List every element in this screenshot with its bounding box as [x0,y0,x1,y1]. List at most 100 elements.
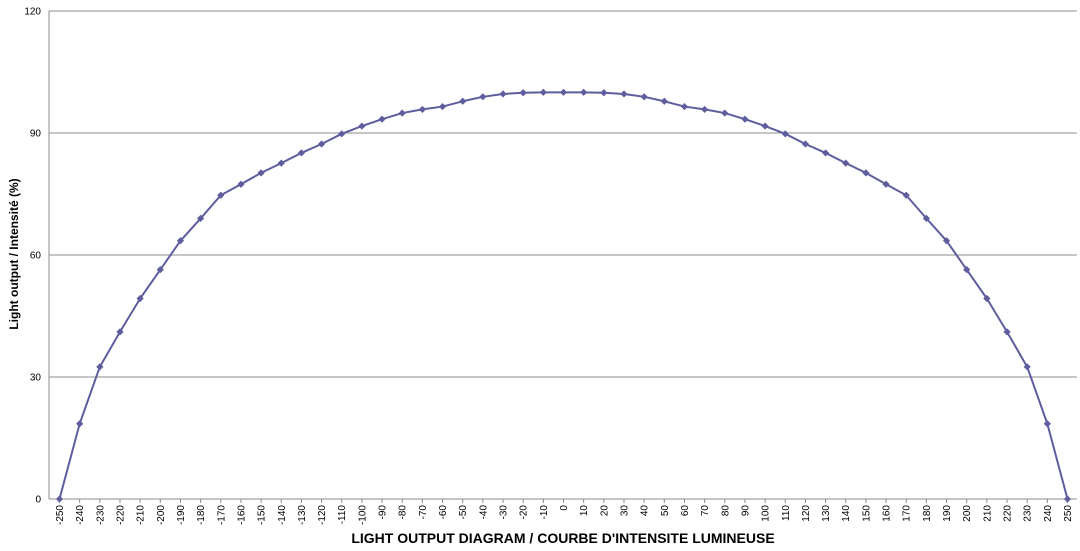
data-point [519,89,527,97]
x-tick-label: -180 [196,505,207,525]
data-point [317,140,326,148]
data-point [257,169,265,177]
data-point [338,130,346,138]
x-tick-label: 240 [1043,505,1054,522]
x-tick-label: -90 [378,505,389,520]
x-tick-label: 190 [942,505,953,522]
data-point [842,159,850,167]
x-tick-label: -80 [398,505,409,520]
x-tick-label: 140 [841,505,852,522]
x-tick-label: -150 [257,505,268,525]
data-point [96,363,104,371]
x-tick-label: 230 [1023,505,1034,522]
x-tick-label: -210 [136,505,147,525]
y-tick-label: 90 [30,129,42,140]
data-point [539,88,547,96]
x-tick-label: 200 [962,505,973,522]
series-layer [55,88,1072,503]
data-point [358,122,366,130]
data-point [580,88,588,96]
data-point [721,109,729,117]
x-tick-label: 220 [1003,505,1014,522]
data-point [418,105,426,114]
x-tick-label: -20 [519,505,530,520]
data-point [438,102,447,111]
data-point [620,90,628,98]
x-tick-label: 30 [619,505,630,517]
x-tick-label: 80 [720,505,731,517]
data-point [922,214,930,222]
x-tick-label: 150 [861,505,872,522]
data-point [983,294,991,303]
data-point [217,191,225,199]
x-tick-label: 0 [559,505,570,511]
x-tick-label: -240 [75,505,86,525]
x-tick-label: 60 [680,505,691,517]
y-tick-label: 60 [30,251,42,262]
x-tick-label: 90 [740,505,751,517]
x-tick-label: -170 [216,505,227,525]
x-tick-label: -140 [277,505,288,525]
x-tick-label: -60 [438,505,449,520]
x-tick-labels: -250 -240 -230 -220 -210 -200 -190 -180 -170 -160… [55,505,1074,525]
x-tick-label: -250 [55,505,66,525]
x-tick-label: -160 [236,505,247,525]
series-line [58,91,1069,500]
x-tick-label: 50 [660,505,671,517]
y-tick-label: 30 [30,373,42,384]
x-tick-label: -40 [478,505,489,520]
x-axis-title: LIGHT OUTPUT DIAGRAM / COURBE D'INTENSIT… [351,530,774,546]
x-tick-label: 170 [902,505,913,522]
x-tick-label: -200 [156,505,167,525]
data-point [459,97,467,105]
axes [48,11,1077,503]
y-tick-labels: 0 30 60 90 120 [24,7,41,506]
data-point [1003,328,1011,336]
data-point [499,90,507,98]
data-point [1043,420,1051,428]
data-point [882,180,890,188]
x-tick-label: 130 [821,505,832,522]
data-point [297,149,306,157]
data-point [701,105,709,114]
data-point [761,122,769,130]
data-point [277,159,285,167]
x-tick-label: -220 [115,505,126,525]
data-point [237,180,245,188]
data-point [862,169,870,177]
data-point [76,420,84,428]
data-point [156,266,164,274]
y-tick-label: 120 [24,7,41,18]
data-point [781,130,789,138]
x-tick-label: 210 [982,505,993,522]
data-point [942,237,951,245]
data-point [821,149,830,157]
data-point [801,140,810,148]
x-tick-label: 120 [801,505,812,522]
data-point [640,93,648,101]
x-tick-label: -110 [337,505,348,525]
x-tick-label: 40 [640,505,651,517]
data-point [398,109,406,117]
x-tick-label: -10 [539,505,550,520]
y-axis-title: Light output / Intensité (%) [7,178,21,329]
data-point [559,88,568,96]
y-tick-label: 0 [35,495,41,506]
data-point [1023,363,1031,371]
x-tick-label: 100 [761,505,772,522]
data-point [1063,495,1072,503]
x-tick-label: -120 [317,505,328,525]
data-point [116,328,124,336]
data-point [378,115,386,123]
data-point [55,495,64,503]
x-tick-label: 20 [599,505,610,517]
x-tick-label: -130 [297,505,308,525]
x-tick-label: 250 [1063,505,1074,522]
gridlines [49,10,1077,378]
x-tick-label: -70 [418,505,429,520]
data-point [197,214,205,222]
data-point [479,93,487,101]
x-tick-label: -30 [499,505,510,520]
x-tick-label: 70 [700,505,711,517]
